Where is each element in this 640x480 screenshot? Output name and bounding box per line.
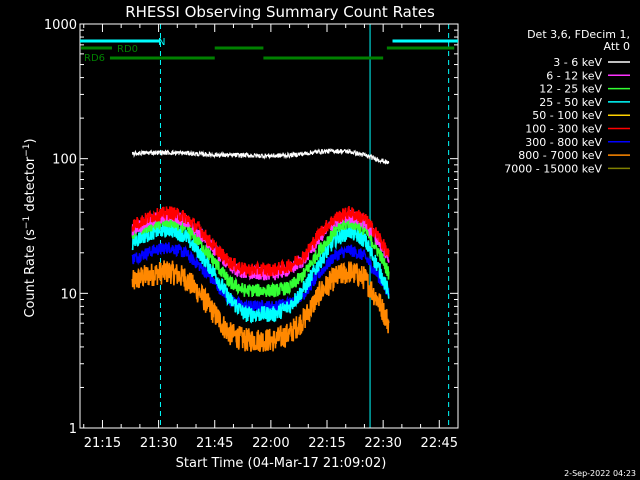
rd0-bar (214, 46, 264, 50)
legend-label: 100 - 300 keV (525, 123, 602, 136)
y-tick-label: 100 (52, 153, 77, 168)
chart-title: RHESSI Observing Summary Count Rates (125, 3, 435, 21)
rd6-label: RD6 (84, 53, 105, 64)
x-tick-label: 21:30 (140, 436, 177, 451)
rd0-label: RD0 (117, 44, 138, 55)
legend-header-line2: Att 0 (604, 40, 630, 53)
night-label: N (158, 37, 165, 48)
legend-label: 6 - 12 keV (546, 69, 602, 82)
x-tick-label: 21:15 (84, 436, 121, 451)
x-tick-label: 22:00 (252, 436, 289, 451)
legend-label: 25 - 50 keV (539, 96, 602, 109)
rd0-key-bar (81, 46, 112, 50)
rd6-bar (109, 56, 215, 60)
x-tick-label: 22:30 (364, 436, 401, 451)
legend-label: 7000 - 15000 keV (504, 162, 602, 175)
plot-frame (79, 23, 459, 429)
x-tick-label: 21:45 (196, 436, 233, 451)
x-axis-label: Start Time (04-Mar-17 21:09:02) (176, 456, 387, 471)
y-tick-label: 10 (60, 287, 77, 302)
legend-label: 800 - 7000 keV (518, 149, 602, 162)
night-bar (80, 39, 161, 43)
series-line-100-300- (131, 206, 390, 277)
series-line-3-6- (131, 148, 390, 165)
series-line-800-7000- (131, 260, 390, 352)
y-axis-label: Count Rate (s−1 detector−1) (22, 138, 38, 317)
rd6-bar (263, 56, 384, 60)
legend-label: 50 - 100 keV (532, 109, 602, 122)
night-bar (392, 39, 458, 43)
legend-label: 300 - 800 keV (525, 136, 602, 149)
legend-label: 3 - 6 keV (553, 56, 602, 69)
series-line-25-50- (131, 219, 390, 324)
series-line-300-800- (131, 242, 390, 314)
x-tick-label: 22:15 (308, 436, 345, 451)
footer-date: 2-Sep-2022 04:23 (564, 469, 636, 478)
y-tick-label: 1000 (44, 18, 77, 33)
legend-header-line1: Det 3,6, FDecim 1, (527, 28, 630, 41)
legend-label: 12 - 25 keV (539, 83, 602, 96)
rd0-bar (386, 46, 455, 50)
x-tick-label: 22:45 (421, 436, 458, 451)
y-tick-label: 1 (69, 422, 77, 437)
